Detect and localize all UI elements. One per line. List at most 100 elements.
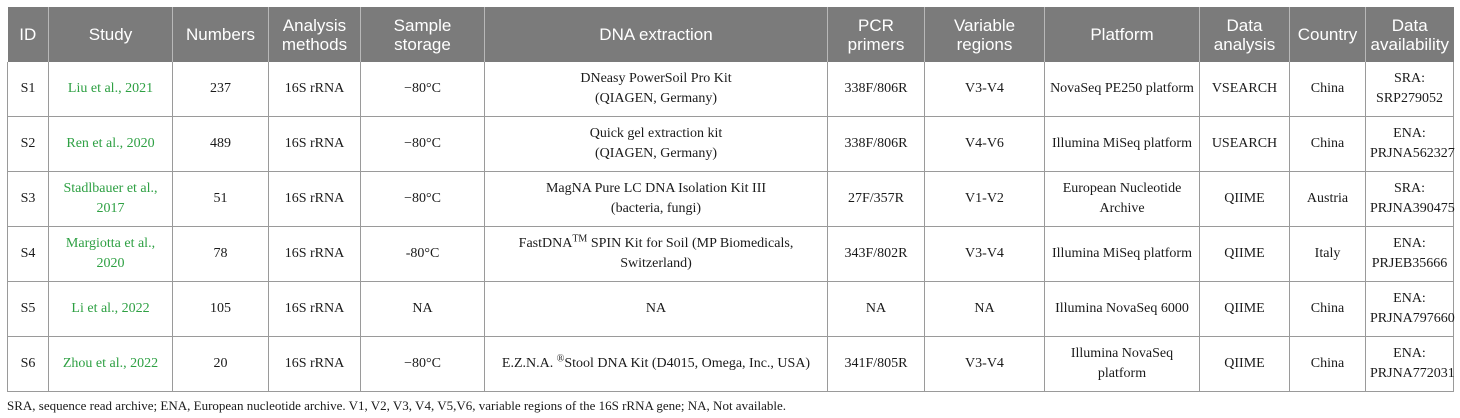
cell-primers: 338F/806R <box>827 116 925 172</box>
cell-numbers: 105 <box>172 281 269 337</box>
cell-storage: −80°C <box>360 336 485 392</box>
cell-availability: ENA: PRJNA797660 <box>1365 281 1455 337</box>
cell-method: 16S rRNA <box>268 116 361 172</box>
header-variable-regions: Variable regions <box>924 7 1045 62</box>
cell-study-link[interactable]: Zhou et al., 2022 <box>48 336 173 392</box>
cell-id: S5 <box>7 281 49 337</box>
header-country: Country <box>1289 7 1366 62</box>
cell-platform: Illumina MiSeq platform <box>1044 226 1200 282</box>
header-data-availability: Data availability <box>1365 7 1454 62</box>
cell-study-link[interactable]: Liu et al., 2021 <box>48 62 173 117</box>
cell-method: 16S rRNA <box>268 62 361 117</box>
cell-storage: −80°C <box>360 62 485 117</box>
table-row: S3 Stadlbauer et al., 2017 51 16S rRNA −… <box>7 171 1455 227</box>
table-container: ID Study Numbers Analysis methods Sample… <box>7 7 1455 392</box>
dna-text: DNeasy PowerSoil Pro Kit <box>580 71 732 86</box>
cell-primers: 27F/357R <box>827 171 925 227</box>
cell-analysis: QIIME <box>1199 171 1290 227</box>
cell-storage: -80°C <box>360 226 485 282</box>
cell-availability: SRA: PRJNA390475 <box>1365 171 1455 227</box>
header-id: ID <box>7 7 49 62</box>
cell-regions: V3-V4 <box>924 62 1045 117</box>
cell-method: 16S rRNA <box>268 171 361 227</box>
cell-regions: V1-V2 <box>924 171 1045 227</box>
header-analysis-methods: Analysis methods <box>268 7 361 62</box>
cell-analysis: QIIME <box>1199 281 1290 337</box>
cell-country: China <box>1289 336 1366 392</box>
cell-method: 16S rRNA <box>268 336 361 392</box>
cell-availability: ENA: PRJNA772031 <box>1365 336 1455 392</box>
cell-platform: Illumina NovaSeq 6000 <box>1044 281 1200 337</box>
cell-platform: European Nucleotide Archive <box>1044 171 1200 227</box>
table-row: S1 Liu et al., 2021 237 16S rRNA −80°C D… <box>7 62 1454 117</box>
table-footnote: SRA, sequence read archive; ENA, Europea… <box>7 398 786 413</box>
cell-availability: SRA: SRP279052 <box>1365 62 1454 117</box>
dna-text: SPIN Kit for Soil (MP Biomedicals, Switz… <box>587 236 794 271</box>
cell-storage: −80°C <box>360 116 485 172</box>
cell-platform: Illumina MiSeq platform <box>1044 116 1200 172</box>
cell-id: S3 <box>7 171 49 227</box>
cell-dna-extraction: MagNA Pure LC DNA Isolation Kit III (bact… <box>484 171 828 227</box>
dna-text: (QIAGEN, Germany) <box>594 146 718 161</box>
dna-text: Quick gel extraction kit <box>589 126 723 141</box>
cell-analysis: USEARCH <box>1199 116 1290 172</box>
cell-study-link[interactable]: Ren et al., 2020 <box>48 116 173 172</box>
header-data-analysis: Data analysis <box>1199 7 1290 62</box>
cell-storage: −80°C <box>360 171 485 227</box>
table-row: S4 Margiotta et al., 2020 78 16S rRNA -8… <box>7 226 1454 282</box>
cell-dna-extraction: NA <box>484 281 828 337</box>
cell-storage: NA <box>360 281 485 337</box>
cell-dna-extraction: DNeasy PowerSoil Pro Kit (QIAGEN, Germany… <box>484 62 828 117</box>
study-table: ID Study Numbers Analysis methods Sample… <box>7 7 1455 392</box>
cell-id: S4 <box>7 226 49 282</box>
cell-analysis: QIIME <box>1199 336 1290 392</box>
cell-platform: NovaSeq PE250 platform <box>1044 62 1200 117</box>
cell-numbers: 51 <box>172 171 269 227</box>
header-study: Study <box>48 7 173 62</box>
cell-dna-extraction: Quick gel extraction kit (QIAGEN, Germany… <box>484 116 828 172</box>
header-row: ID Study Numbers Analysis methods Sample… <box>7 7 1454 62</box>
cell-id: S2 <box>7 116 49 172</box>
cell-numbers: 20 <box>172 336 269 392</box>
cell-study-link[interactable]: Margiotta et al., 2020 <box>48 226 173 282</box>
registered-superscript: ® <box>556 353 565 365</box>
dna-text: NA <box>645 301 667 316</box>
cell-regions: NA <box>924 281 1045 337</box>
header-platform: Platform <box>1044 7 1200 62</box>
cell-numbers: 489 <box>172 116 269 172</box>
cell-id: S1 <box>7 62 49 117</box>
cell-primers: 341F/805R <box>827 336 925 392</box>
cell-country: Italy <box>1289 226 1366 282</box>
cell-regions: V3-V4 <box>924 336 1045 392</box>
cell-study-link[interactable]: Li et al., 2022 <box>48 281 173 337</box>
cell-availability: ENA: PRJEB35666 <box>1365 226 1454 282</box>
cell-primers: 338F/806R <box>827 62 925 117</box>
cell-method: 16S rRNA <box>268 226 361 282</box>
dna-text: (QIAGEN, Germany) <box>594 91 718 106</box>
cell-analysis: VSEARCH <box>1199 62 1290 117</box>
cell-regions: V3-V4 <box>924 226 1045 282</box>
cell-study-link[interactable]: Stadlbauer et al., 2017 <box>48 171 173 227</box>
cell-numbers: 237 <box>172 62 269 117</box>
header-pcr-primers: PCR primers <box>827 7 925 62</box>
dna-text: E.Z.N.A. <box>501 356 557 371</box>
cell-country: Austria <box>1289 171 1366 227</box>
cell-availability: ENA: PRJNA562327 <box>1365 116 1455 172</box>
trademark-superscript: TM <box>572 233 588 245</box>
table-row: S2 Ren et al., 2020 489 16S rRNA −80°C Q… <box>7 116 1455 172</box>
cell-analysis: QIIME <box>1199 226 1290 282</box>
header-numbers: Numbers <box>172 7 269 62</box>
dna-text: (bacteria, fungi) <box>610 201 702 216</box>
cell-numbers: 78 <box>172 226 269 282</box>
cell-regions: V4-V6 <box>924 116 1045 172</box>
cell-primers: 343F/802R <box>827 226 925 282</box>
cell-platform: Illumina NovaSeq platform <box>1044 336 1200 392</box>
cell-dna-extraction: E.Z.N.A. ®Stool DNA Kit (D4015, Omega, I… <box>484 336 828 392</box>
cell-id: S6 <box>7 336 49 392</box>
cell-primers: NA <box>827 281 925 337</box>
table-row: S6 Zhou et al., 2022 20 16S rRNA −80°C E… <box>7 336 1455 392</box>
cell-dna-extraction: FastDNATM SPIN Kit for Soil (MP Biomedic… <box>484 226 828 282</box>
header-sample-storage: Sample storage <box>360 7 485 62</box>
dna-text: FastDNA <box>518 236 573 251</box>
header-dna-extraction: DNA extraction <box>484 7 828 62</box>
